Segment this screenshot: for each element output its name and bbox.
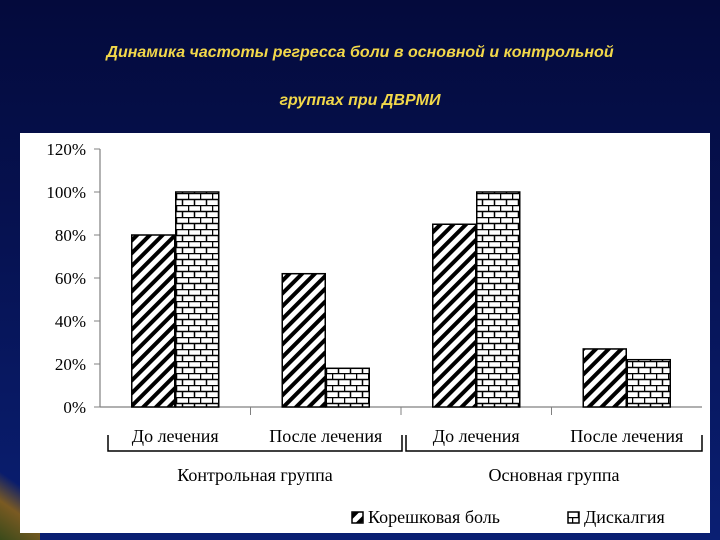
y-tick-label: 60%: [55, 269, 86, 288]
group-bracket: [405, 435, 703, 452]
legend-swatch: [351, 511, 364, 524]
group-label: Контрольная группа: [177, 465, 333, 485]
x-tick-label: После лечения: [570, 426, 683, 446]
y-tick-label: 120%: [46, 140, 86, 159]
legend-label: Дискалгия: [584, 507, 665, 527]
bar-radicular-pain: [131, 234, 176, 408]
bar-discalgia: [626, 358, 671, 408]
legend-label: Корешковая боль: [368, 507, 500, 527]
bar-chart: 0% 20% 40% 60% 80% 100% 120% До лечения После ле…: [46, 140, 703, 527]
x-tick-label: До лечения: [132, 426, 219, 446]
y-tick-label: 20%: [55, 355, 86, 374]
bar-radicular-pain: [432, 223, 477, 408]
chart-panel: 0% 20% 40% 60% 80% 100% 120% До лечения После ле…: [20, 133, 710, 533]
slide-title: Динамика частоты регресса боли в основно…: [0, 44, 720, 110]
y-tick-label: 100%: [46, 183, 86, 202]
bar-discalgia: [175, 191, 220, 408]
y-tick-label: 40%: [55, 312, 86, 331]
y-tick-label: 0%: [63, 398, 86, 417]
y-tick-label: 80%: [55, 226, 86, 245]
group-bracket: [107, 435, 403, 452]
group-label: Основная группа: [489, 465, 620, 485]
bar-radicular-pain: [582, 348, 627, 408]
bar-discalgia: [476, 191, 521, 408]
x-tick-label: До лечения: [433, 426, 520, 446]
slide-title-line1: Динамика частоты регресса боли в основно…: [106, 44, 614, 61]
legend-swatch: [567, 511, 580, 524]
bar-discalgia: [325, 367, 370, 408]
slide-title-line2: группах при ДВРМИ: [279, 92, 441, 109]
bar-radicular-pain: [281, 272, 326, 408]
x-tick-label: После лечения: [269, 426, 382, 446]
